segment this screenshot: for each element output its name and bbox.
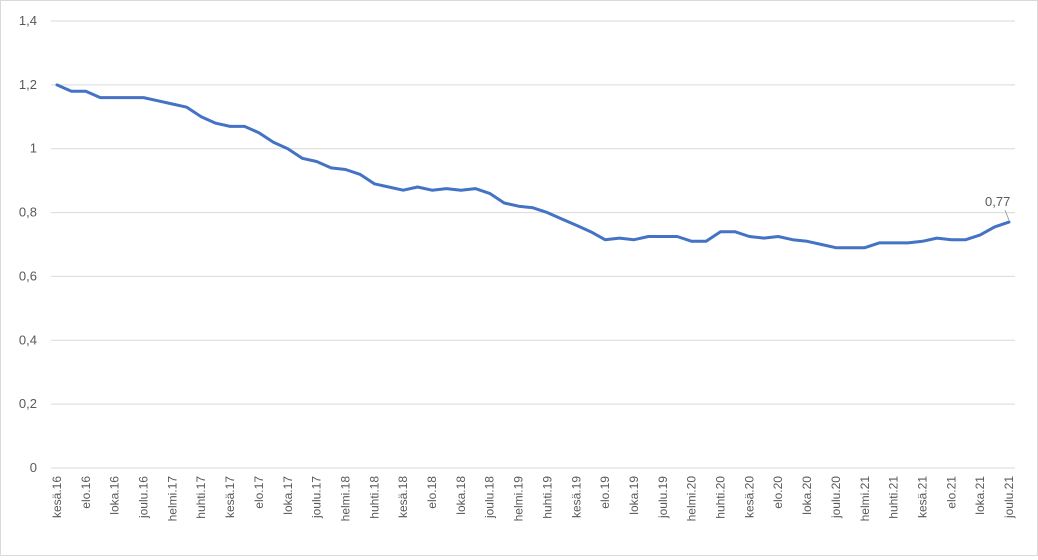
x-tick-label: joulu.20	[829, 476, 843, 519]
x-tick-label: joulu.18	[483, 476, 497, 519]
x-tick-label: helmi.19	[512, 476, 526, 522]
x-tick-label: loka.21	[973, 476, 987, 515]
x-tick-label: elo.18	[425, 476, 439, 509]
y-tick-label: 1	[30, 141, 37, 156]
y-axis-tick-labels: 0 0,2 0,4 0,6 0,8 1 1,2 1,4	[19, 13, 37, 475]
x-tick-label: loka.16	[108, 476, 122, 515]
x-tick-label: kesä.21	[915, 476, 929, 518]
data-label: 0,77	[985, 194, 1010, 209]
x-tick-label: kesä.17	[223, 476, 237, 518]
x-tick-label: elo.19	[598, 476, 612, 509]
x-tick-label: loka.20	[800, 476, 814, 515]
y-tick-label: 1,4	[19, 13, 37, 28]
y-tick-label: 0	[30, 460, 37, 475]
x-tick-label: loka.17	[281, 476, 295, 515]
x-tick-label: helmi.21	[858, 476, 872, 522]
x-tick-label: huhti.19	[540, 476, 554, 519]
x-tick-label: loka.19	[627, 476, 641, 515]
x-tick-label: elo.17	[252, 476, 266, 509]
data-label-leader	[1004, 209, 1010, 221]
series-line	[55, 83, 1011, 250]
x-tick-label: helmi.20	[685, 476, 699, 522]
x-tick-label: huhti.18	[367, 476, 381, 519]
x-tick-label: huhti.20	[714, 476, 728, 519]
x-tick-label: helmi.18	[338, 476, 352, 522]
y-tick-label: 1,2	[19, 77, 37, 92]
y-tick-label: 0,6	[19, 268, 37, 283]
x-tick-label: elo.21	[944, 476, 958, 509]
data-labels: 0,77	[985, 194, 1010, 221]
x-axis-tick-labels: kesä.16 elo.16 loka.16 joulu.16 helmi.17 huht…	[50, 476, 1016, 522]
x-tick-label: kesä.20	[742, 476, 756, 518]
x-tick-label: kesä.18	[396, 476, 410, 518]
y-tick-label: 0,4	[19, 332, 37, 347]
series-layer	[55, 83, 1011, 250]
x-tick-label: joulu.16	[137, 476, 151, 519]
x-tick-label: joulu.21	[1002, 476, 1016, 519]
y-tick-label: 0,2	[19, 396, 37, 411]
x-tick-label: joulu.17	[310, 476, 324, 519]
y-tick-label: 0,8	[19, 205, 37, 220]
x-tick-label: kesä.19	[569, 476, 583, 518]
x-tick-label: elo.20	[771, 476, 785, 509]
x-tick-label: loka.18	[454, 476, 468, 515]
x-tick-label: helmi.17	[165, 476, 179, 522]
x-tick-label: elo.16	[79, 476, 93, 509]
gridlines	[51, 20, 1015, 469]
x-tick-label: kesä.16	[50, 476, 64, 518]
x-tick-label: huhti.17	[194, 476, 208, 519]
x-tick-label: joulu.19	[656, 476, 670, 519]
x-tick-label: huhti.21	[887, 476, 901, 519]
